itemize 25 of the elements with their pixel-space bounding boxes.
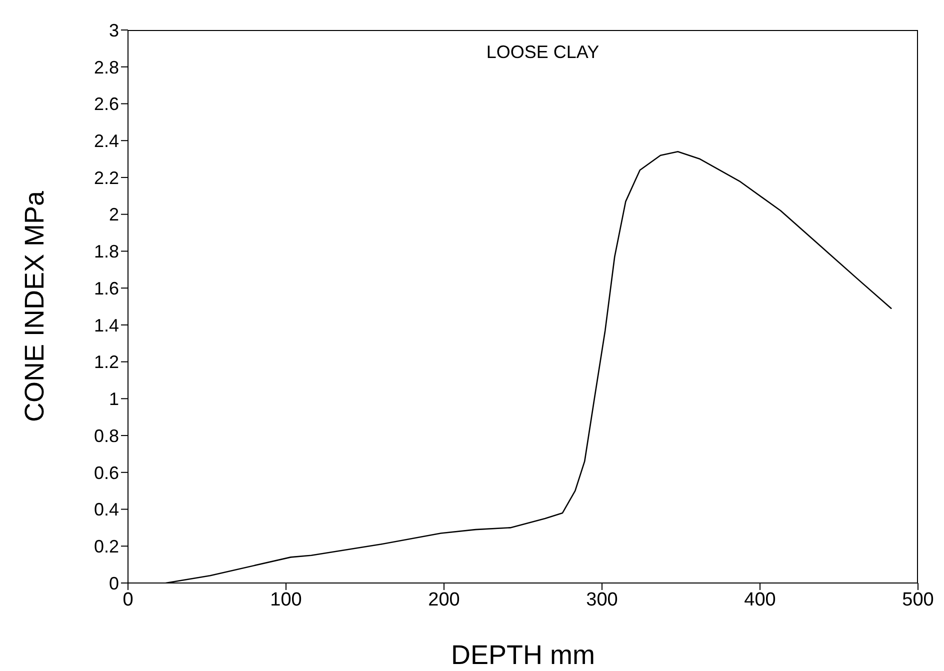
- y-tick-label: 1.2: [94, 352, 119, 372]
- text: LOOSE CLAY: [485, 42, 600, 63]
- y-tick-label: 1.4: [94, 315, 119, 336]
- x-tick-label: 0: [122, 589, 134, 610]
- y-tick-label: 3: [108, 20, 119, 40]
- y-tick-label: 0.6: [94, 462, 119, 483]
- x-tick-label: 200: [428, 589, 460, 610]
- x-tick-label: 400: [744, 589, 776, 610]
- y-tick-label: 0.4: [94, 500, 119, 520]
- y-tick-label: 2.6: [94, 94, 119, 114]
- y-tick-label: 1: [108, 389, 119, 410]
- y-tick-label: 2.8: [94, 57, 119, 78]
- x-tick-label: 100: [270, 589, 302, 610]
- y-tick-label: 1.8: [94, 242, 119, 262]
- y-tick-label: 0.8: [94, 426, 119, 446]
- y-tick-label: 2: [108, 204, 119, 225]
- y-axis-title: CONE INDEX MPa: [20, 190, 50, 422]
- x-axis-title: DEPTH mm: [451, 640, 595, 670]
- x-tick-label: 300: [586, 589, 618, 610]
- y-tick-label: 2.2: [94, 168, 119, 188]
- y-tick-label: 0: [108, 573, 119, 594]
- x-tick-label: 500: [902, 589, 934, 610]
- y-tick-label: 1.6: [94, 278, 119, 298]
- y-tick-label: 2.4: [94, 130, 119, 151]
- y-tick-label: 0.2: [94, 536, 119, 557]
